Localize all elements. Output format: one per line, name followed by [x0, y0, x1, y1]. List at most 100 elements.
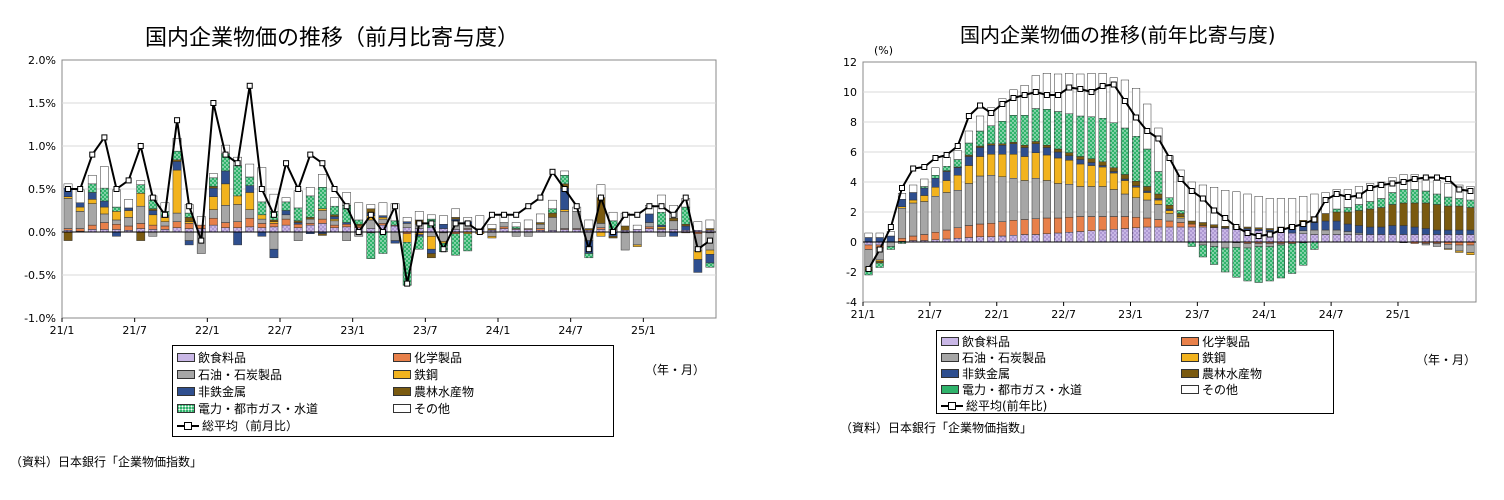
left-bar-nonferrous — [184, 240, 194, 246]
left-bar-steel — [378, 217, 388, 220]
left-bar-food — [209, 224, 218, 233]
right-bar-nonferrous — [942, 171, 951, 181]
left-bar-chem — [136, 223, 146, 229]
right-bar-other — [998, 98, 1007, 122]
right-total-marker — [1055, 92, 1062, 98]
left-bar-steel — [63, 196, 73, 199]
left-legend-chem: 化学製品 — [393, 349, 462, 366]
left-bar-oil — [184, 231, 194, 241]
right-bar-power — [1210, 246, 1219, 265]
left-bar-agri — [209, 186, 218, 189]
left-bar-power — [233, 165, 242, 197]
right-bar-power — [1221, 247, 1230, 273]
left-bar-nonferrous — [657, 224, 666, 228]
left-total-marker — [89, 151, 96, 158]
left-bar-other — [305, 187, 315, 197]
right-bar-chem — [953, 227, 962, 239]
left-bar-power — [100, 187, 109, 202]
left-total-marker — [452, 220, 459, 227]
right-bar-chem — [897, 238, 907, 242]
right-bar-agri — [1399, 202, 1408, 226]
right-bar-chem — [1165, 220, 1174, 228]
left-bar-nonferrous — [245, 185, 255, 193]
power-swatch — [941, 385, 959, 394]
right-total-marker — [1311, 216, 1318, 223]
right-legend-oil: 石油・石炭製品 — [941, 349, 1046, 366]
left-bar-oil — [318, 210, 327, 220]
right-bar-other — [964, 130, 973, 144]
right-bar-steel — [987, 154, 996, 176]
left-bar-chem — [645, 226, 654, 229]
right-bar-nonferrous — [920, 187, 929, 196]
right-bar-oil — [1243, 243, 1252, 249]
right-bar-power — [1176, 210, 1185, 214]
right-bar-oil — [1076, 186, 1085, 217]
right-legend-other: その他 — [1181, 381, 1238, 398]
right-bar-other — [987, 107, 996, 126]
food-swatch — [177, 353, 195, 362]
right-total-marker — [1099, 83, 1106, 89]
right-bar-other — [975, 115, 985, 132]
left-bar-power — [257, 201, 267, 216]
right-bar-oil — [1042, 180, 1051, 219]
left-bar-oil — [148, 231, 158, 237]
left-total-marker — [597, 194, 604, 201]
right-bar-oil — [1031, 178, 1040, 219]
right-bar-oil — [1120, 193, 1129, 217]
left-bar-nonferrous — [87, 192, 97, 200]
right-bar-food — [1332, 234, 1341, 243]
right-bar-power — [1455, 198, 1464, 207]
right-bar-nonferrous — [886, 235, 895, 243]
left-bar-food — [257, 227, 267, 233]
right-bar-food — [1366, 234, 1375, 243]
right-total-marker — [1400, 179, 1407, 185]
left-total-marker — [622, 211, 629, 218]
right-total-marker — [999, 101, 1006, 107]
right-bar-food — [1276, 232, 1285, 243]
left-bar-agri — [608, 236, 618, 239]
right-bar-food — [1120, 228, 1129, 243]
right-bar-food — [1054, 232, 1063, 243]
right-x-tick-label: 21/1 — [851, 308, 876, 321]
left-bar-food — [136, 228, 146, 233]
left-bar-other — [136, 180, 146, 185]
left-total-marker — [343, 203, 350, 210]
left-x-tick-label: 24/7 — [558, 324, 583, 337]
left-bar-agri — [136, 231, 146, 241]
right-bar-power — [975, 130, 985, 147]
right-bar-power — [1332, 208, 1341, 213]
right-bar-chem — [1120, 216, 1129, 229]
right-bar-food — [1221, 228, 1230, 243]
right-chart-title: 国内企業物価の推移(前年比寄与度) — [960, 23, 1276, 47]
right-bar-oil — [1098, 186, 1107, 217]
left-bar-nonferrous — [233, 231, 242, 246]
right-bar-power — [886, 246, 895, 250]
right-bar-power — [1143, 148, 1152, 187]
left-bar-nonferrous — [209, 187, 218, 197]
left-bar-other — [100, 166, 109, 189]
left-x-tick-label: 23/1 — [340, 324, 365, 337]
left-bar-steel — [172, 169, 182, 214]
left-total-marker — [307, 151, 314, 158]
left-total-marker — [682, 194, 689, 201]
right-bar-oil — [1265, 243, 1274, 247]
right-bar-power — [1276, 244, 1285, 279]
right-total-marker — [965, 113, 972, 119]
left-total-marker — [416, 220, 423, 227]
left-bar-other — [245, 163, 255, 178]
left-total-marker — [464, 220, 471, 227]
right-bar-oil — [1466, 244, 1475, 253]
left-bar-oil — [233, 204, 242, 222]
right-bar-oil — [886, 241, 895, 247]
right-bar-nonferrous — [1020, 147, 1029, 157]
right-bar-chem — [987, 223, 996, 237]
right-bar-nonferrous — [1432, 229, 1442, 235]
left-bar-food — [184, 228, 194, 233]
right-bar-other — [1444, 183, 1453, 198]
left-bar-chem — [536, 228, 545, 231]
right-total-marker — [1133, 114, 1140, 121]
right-bar-nonferrous — [987, 145, 996, 155]
right-legend-steel: 鉄鋼 — [1181, 349, 1226, 366]
left-legend-chem-label: 化学製品 — [414, 351, 463, 365]
left-bar-oil — [112, 219, 121, 225]
